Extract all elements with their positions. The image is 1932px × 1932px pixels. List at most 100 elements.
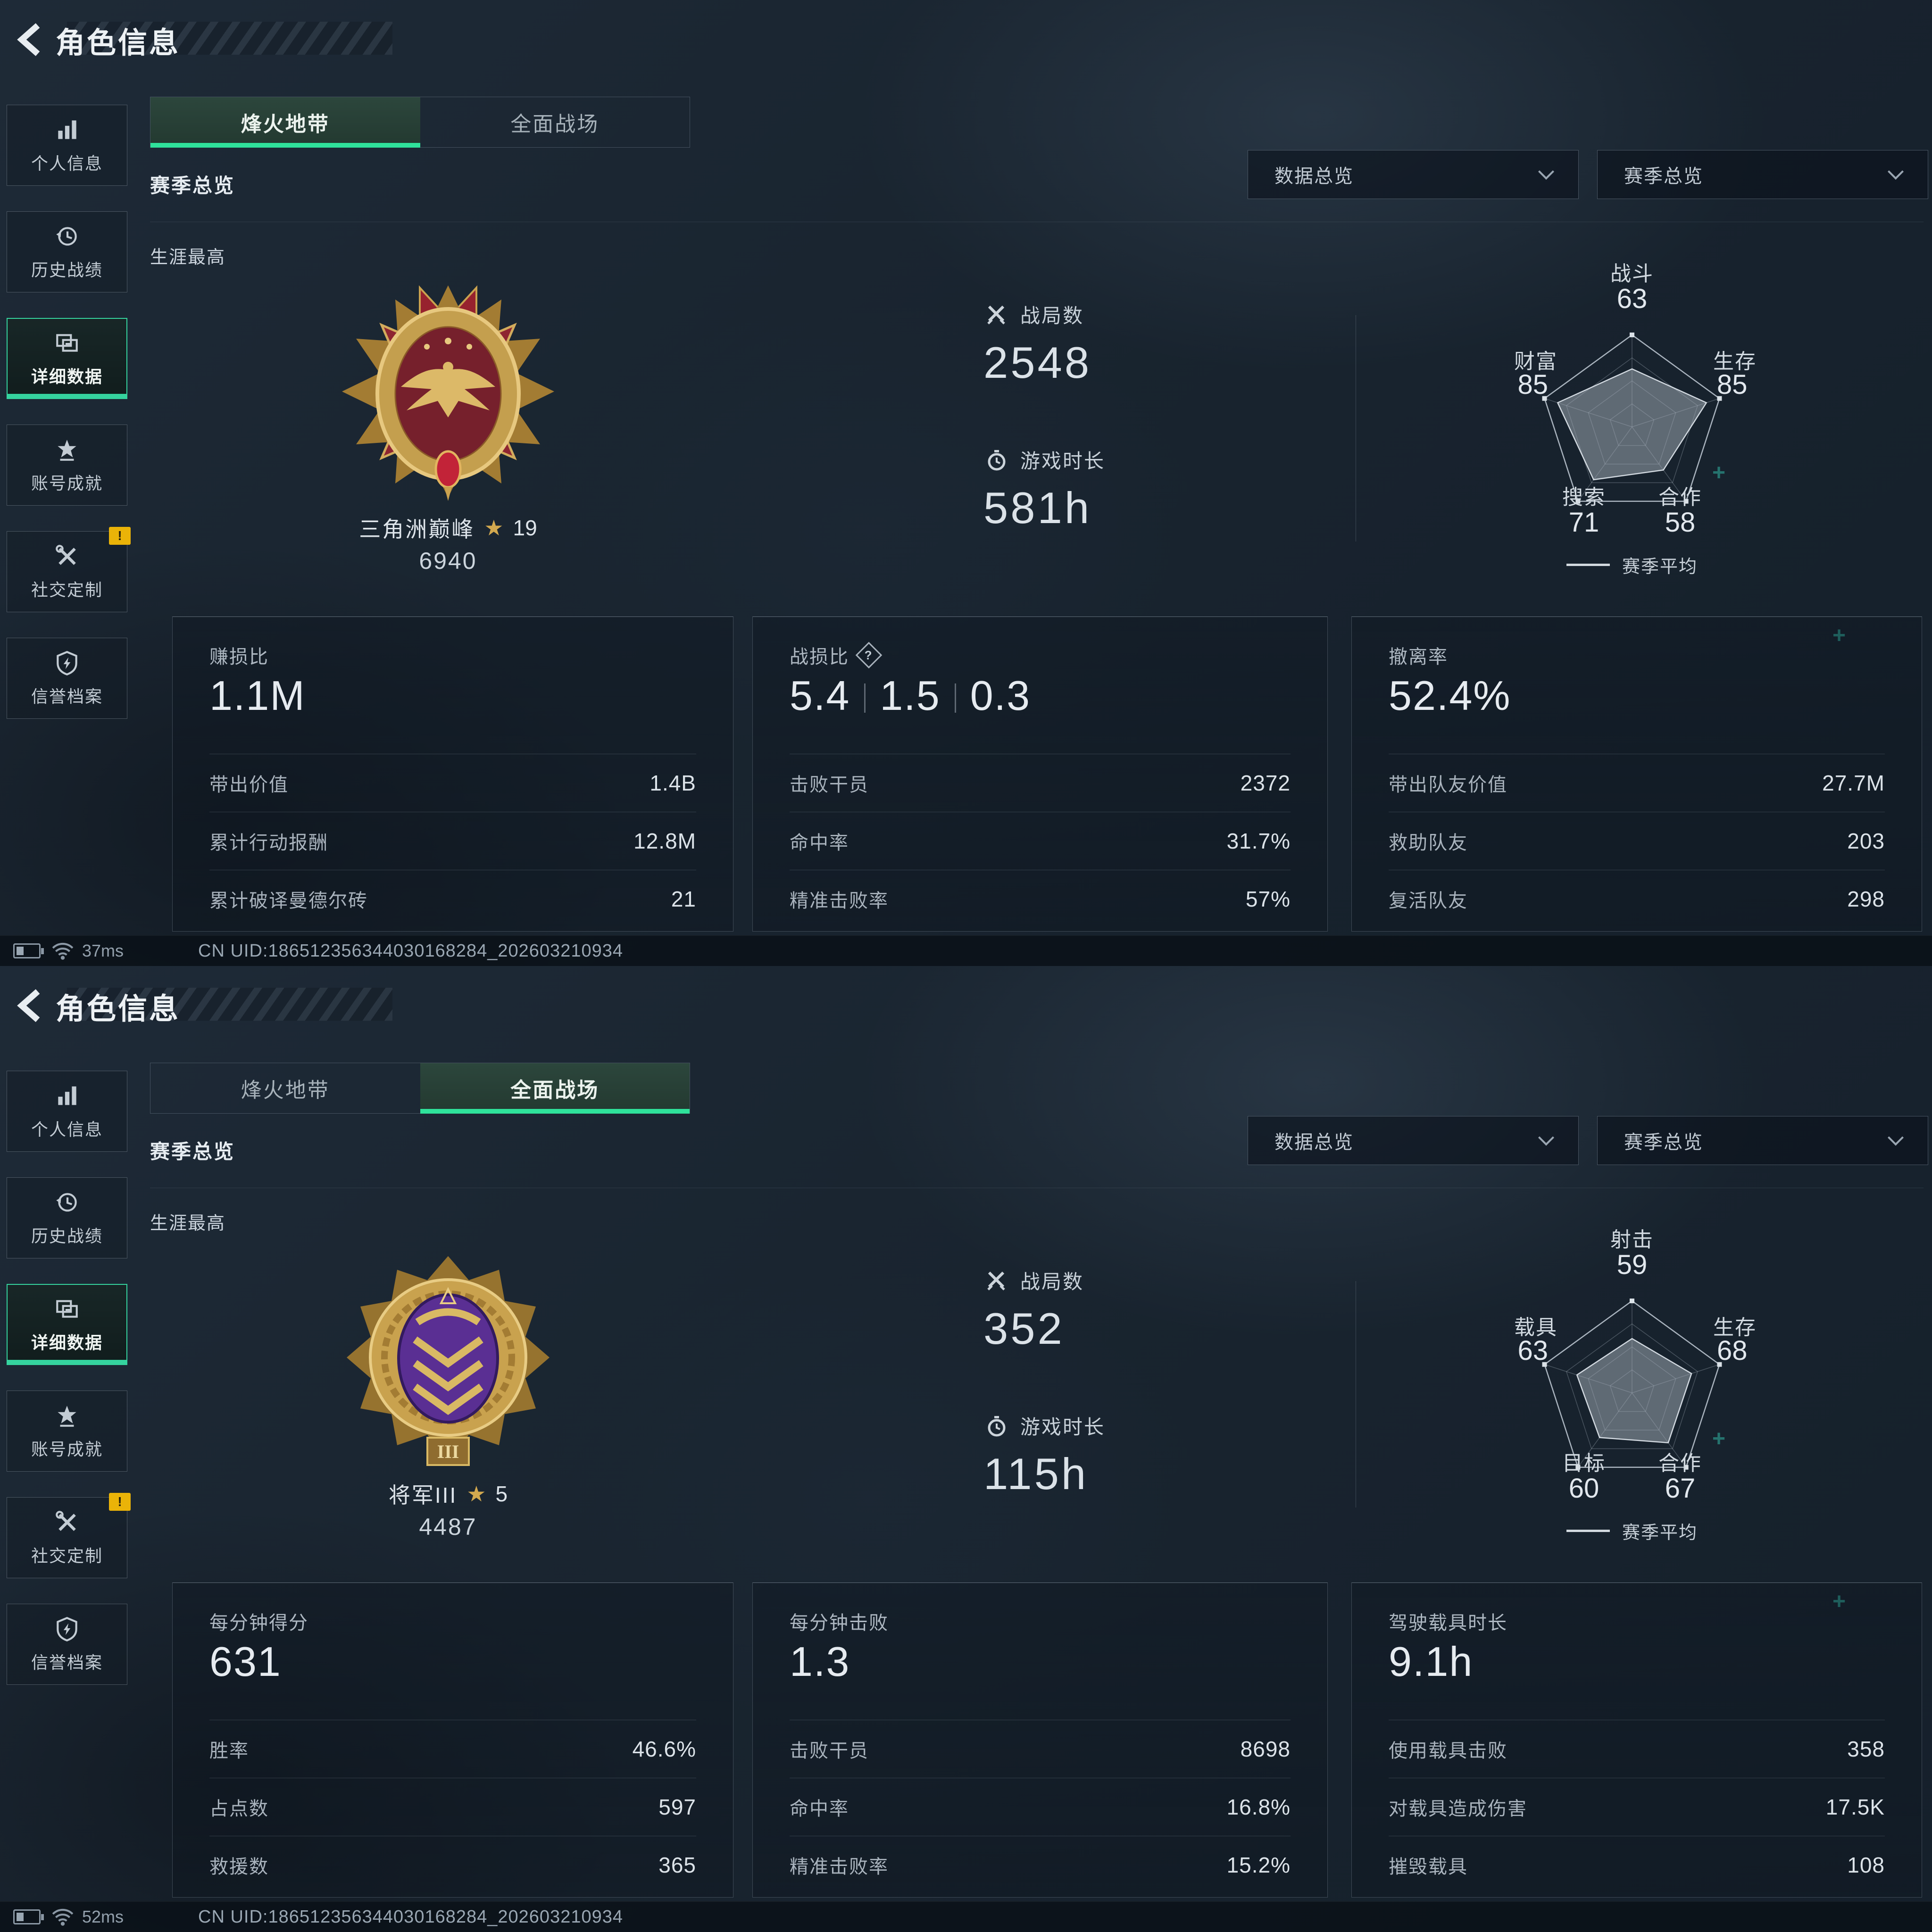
uid-text: CN UID:186512356344030168284_20260321093… (198, 1907, 623, 1927)
dropdown-value: 数据总览 (1274, 166, 1354, 187)
sidebar-item-label: 详细数据 (31, 367, 103, 386)
stat-card-kd-ratio: 战损比 ? 5.4 1.5 0.3 击败干员 2372 命中率 31.7% 精准击败… (752, 616, 1328, 932)
radar-axis-value: 63 (1616, 283, 1648, 314)
sidebar-item-label: 账号成就 (31, 1440, 103, 1459)
radar-axis-label: 目标 (1562, 1452, 1606, 1475)
medal-score: 6940 (419, 548, 477, 574)
bar-chart-icon (58, 1086, 76, 1105)
legend-label: 赛季平均 (1622, 1523, 1698, 1543)
stat-row: 累计破译曼德尔砖 21 (209, 870, 696, 928)
chevron-down-icon (1888, 1130, 1904, 1146)
radar-axis-label: 合作 (1658, 486, 1702, 509)
sidebar-item-label: 社交定制 (31, 580, 103, 600)
career-best-label: 生涯最高 (150, 1214, 226, 1233)
sidebar-item-label: 社交定制 (31, 1546, 103, 1566)
sidebar-item-social-custom[interactable]: ! 社交定制 (7, 527, 131, 612)
stat-card-profit-loss: 赚损比 1.1M 带出价值 1.4B 累计行动报酬 12.8M 累计破译曼德尔砖 21 (172, 616, 733, 932)
radar-axis-label: 载具 (1514, 1316, 1557, 1339)
sidebar-item-label: 信誉档案 (31, 1653, 103, 1672)
radar-axis-label: 财富 (1514, 350, 1557, 373)
matches-value: 352 (983, 1304, 1065, 1353)
medal-name: 将军III (388, 1483, 458, 1507)
sidebar-item-personal-info[interactable]: 个人信息 (7, 1071, 127, 1152)
data-overview-dropdown[interactable]: 数据总览 (1248, 1116, 1579, 1165)
stat-row: 使用载具击败 358 (1389, 1720, 1885, 1778)
radar-chart: 战斗 63 生存 85 合作 58 搜索 71 财富 85 赛季平均 (1420, 245, 1844, 590)
back-button[interactable] (12, 21, 48, 58)
playtime-label: 游戏时长 (1020, 1416, 1106, 1438)
radar-axis-value: 85 (1517, 369, 1548, 400)
sidebar-item-personal-info[interactable]: 个人信息 (7, 105, 127, 186)
stat-row: 救援数 365 (209, 1836, 696, 1894)
radar-axis-label: 射击 (1610, 1228, 1654, 1251)
playtime-stat: 游戏时长 115h (983, 1411, 1105, 1499)
medal-gold-purple-icon: III (347, 1256, 550, 1466)
documents-icon (56, 334, 78, 352)
stat-row: 胜率 46.6% (209, 1720, 696, 1778)
sidebar-item-reputation[interactable]: 信誉档案 (7, 638, 127, 719)
sidebar-item-social-custom[interactable]: ! 社交定制 (7, 1493, 131, 1578)
legend-label: 赛季平均 (1622, 557, 1698, 577)
stat-card-score-per-min: 每分钟得分 631 胜率 46.6% 占点数 597 救援数 365 (172, 1582, 733, 1898)
sidebar-item-reputation[interactable]: 信誉档案 (7, 1604, 127, 1685)
card-value: 1.5 (880, 672, 941, 719)
tab-quanmian-zhanchang[interactable]: 全面战场 (510, 113, 600, 136)
medal-image (333, 274, 564, 521)
sidebar-item-detailed-data[interactable]: 详细数据 (7, 318, 127, 399)
medal-star-count: 5 (495, 1482, 508, 1506)
playtime-value: 115h (983, 1449, 1089, 1499)
playtime-value: 581h (983, 483, 1092, 533)
sidebar-item-achievements[interactable]: 账号成就 (7, 425, 127, 506)
radar-axis-label: 生存 (1713, 1316, 1757, 1339)
sidebar-item-label: 个人信息 (31, 154, 103, 173)
sidebar-item-label: 历史战绩 (31, 260, 103, 280)
dropdown-value: 赛季总览 (1624, 1132, 1703, 1153)
stat-row: 复活队友 298 (1389, 870, 1885, 928)
playtime-stat: 游戏时长 581h (983, 445, 1105, 533)
season-overview-dropdown[interactable]: 赛季总览 (1597, 1116, 1928, 1165)
data-overview-dropdown[interactable]: 数据总览 (1248, 150, 1579, 199)
battery-icon (13, 1909, 44, 1924)
star-icon: ★ (466, 1482, 486, 1506)
radar-axis-value: 68 (1717, 1335, 1748, 1366)
tab-fenghuo-didai[interactable]: 烽火地带 (241, 1079, 330, 1102)
medal-name-row: 三角洲巅峰 ★ 19 (283, 512, 613, 543)
stat-row: 精准击败率 15.2% (790, 1836, 1291, 1894)
documents-icon (56, 1300, 78, 1318)
stat-card-vehicle: 驾驶载具时长 9.1h 使用载具击败 358 对载具造成伤害 17.5K 摧毁载具 1… (1351, 1582, 1922, 1898)
warning-badge: ! (109, 1493, 131, 1511)
help-icon[interactable]: ? (855, 641, 883, 669)
tab-fenghuo-didai[interactable]: 烽火地带 (150, 97, 420, 148)
card-value: 631 (209, 1638, 282, 1685)
panel-fenghuo-didai: 角色信息 个人信息 历史战绩 详细数据 (0, 0, 1932, 966)
sidebar-item-history[interactable]: 历史战绩 (7, 1177, 127, 1258)
title-hatch-decoration (67, 22, 392, 55)
radar-axis-label: 合作 (1658, 1452, 1702, 1475)
radar-axis-value: 67 (1665, 1473, 1696, 1504)
section-title: 赛季总览 (150, 175, 235, 197)
section-title: 赛季总览 (150, 1141, 235, 1163)
matches-stat: 战局数 2548 (983, 300, 1091, 388)
radar-legend: 赛季平均 (1420, 1518, 1844, 1544)
stat-row: 命中率 31.7% (790, 812, 1291, 870)
sidebar-item-detailed-data[interactable]: 详细数据 (7, 1284, 127, 1365)
tab-quanmian-zhanchang[interactable]: 全面战场 (420, 1063, 690, 1114)
chevron-down-icon (1888, 164, 1904, 180)
radar-plot (1542, 1299, 1722, 1470)
sidebar-item-achievements[interactable]: 账号成就 (7, 1391, 127, 1472)
playtime-label: 游戏时长 (1020, 450, 1106, 472)
svg-text:III: III (437, 1441, 459, 1462)
radar-axis-value: 63 (1517, 1335, 1548, 1366)
back-button[interactable] (12, 987, 48, 1024)
page-title: 角色信息 (56, 27, 181, 59)
card-title: 撤离率 (1389, 647, 1448, 667)
dropdown-value: 赛季总览 (1624, 166, 1703, 187)
ping-value: 52ms (82, 1907, 124, 1926)
sidebar-item-history[interactable]: 历史战绩 (7, 211, 127, 292)
tools-icon (56, 1511, 76, 1531)
card-value: 5.4 (790, 672, 850, 719)
dropdown-value: 数据总览 (1274, 1132, 1354, 1153)
medal-image: III (333, 1240, 564, 1487)
season-overview-dropdown[interactable]: 赛季总览 (1597, 150, 1928, 199)
sidebar-item-label: 详细数据 (31, 1333, 103, 1352)
